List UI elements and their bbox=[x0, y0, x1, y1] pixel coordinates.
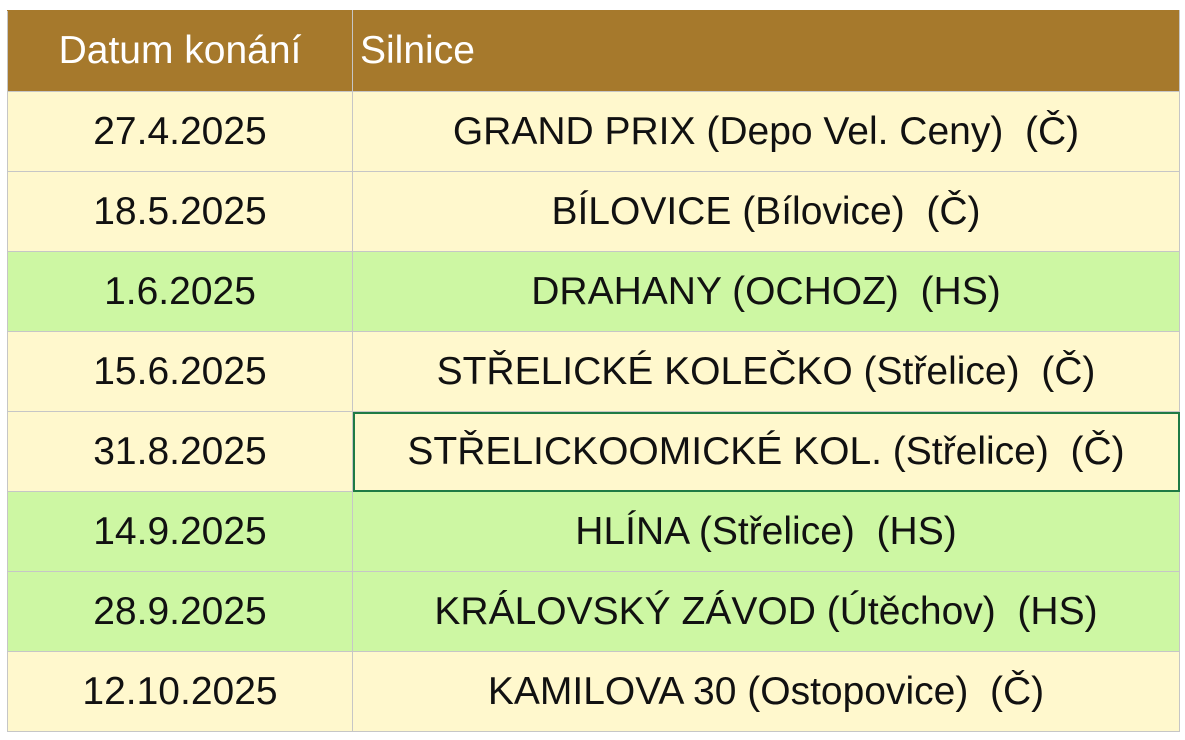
header-cell[interactable]: Silnice bbox=[352, 10, 1180, 92]
road-cell-selected[interactable]: STŘELICKOOMICKÉ KOL. (Střelice) (Č) bbox=[352, 411, 1180, 492]
row: 27.4.2025 GRAND PRIX (Depo Vel. Ceny) (Č) bbox=[7, 91, 1180, 172]
date-cell[interactable]: 27.4.2025 bbox=[7, 91, 353, 172]
spreadsheet-table: Datum konání Silnice 27.4.2025 GRAND PRIX… bbox=[7, 10, 1180, 732]
date-cell[interactable]: 28.9.2025 bbox=[7, 571, 353, 652]
road-cell[interactable]: BÍLOVICE (Bílovice) (Č) bbox=[352, 171, 1180, 252]
header-row: Datum konání Silnice bbox=[7, 10, 1180, 92]
road-cell[interactable]: KRÁLOVSKÝ ZÁVOD (Útěchov) (HS) bbox=[352, 571, 1180, 652]
road-cell[interactable]: HLÍNA (Střelice) (HS) bbox=[352, 491, 1180, 572]
row: 12.10.2025 KAMILOVA 30 (Ostopovice) (Č) bbox=[7, 651, 1180, 732]
road-cell[interactable]: STŘELICKÉ KOLEČKO (Střelice) (Č) bbox=[352, 331, 1180, 412]
date-cell[interactable]: 15.6.2025 bbox=[7, 331, 353, 412]
date-cell[interactable]: 12.10.2025 bbox=[7, 651, 353, 732]
row: 18.5.2025 BÍLOVICE (Bílovice) (Č) bbox=[7, 171, 1180, 252]
road-cell[interactable]: DRAHANY (OCHOZ) (HS) bbox=[352, 251, 1180, 332]
row: 31.8.2025 STŘELICKOOMICKÉ KOL. (Střelice)… bbox=[7, 411, 1180, 492]
row: 28.9.2025 KRÁLOVSKÝ ZÁVOD (Útěchov) (HS) bbox=[7, 571, 1180, 652]
road-cell[interactable]: GRAND PRIX (Depo Vel. Ceny) (Č) bbox=[352, 91, 1180, 172]
row: 1.6.2025 DRAHANY (OCHOZ) (HS) bbox=[7, 251, 1180, 332]
date-cell[interactable]: 14.9.2025 bbox=[7, 491, 353, 572]
date-cell[interactable]: 31.8.2025 bbox=[7, 411, 353, 492]
date-cell[interactable]: 18.5.2025 bbox=[7, 171, 353, 252]
header-cell[interactable]: Datum konání bbox=[7, 10, 353, 92]
row: 14.9.2025 HLÍNA (Střelice) (HS) bbox=[7, 491, 1180, 572]
row: 15.6.2025 STŘELICKÉ KOLEČKO (Střelice) (Č… bbox=[7, 331, 1180, 412]
road-cell[interactable]: KAMILOVA 30 (Ostopovice) (Č) bbox=[352, 651, 1180, 732]
date-cell[interactable]: 1.6.2025 bbox=[7, 251, 353, 332]
